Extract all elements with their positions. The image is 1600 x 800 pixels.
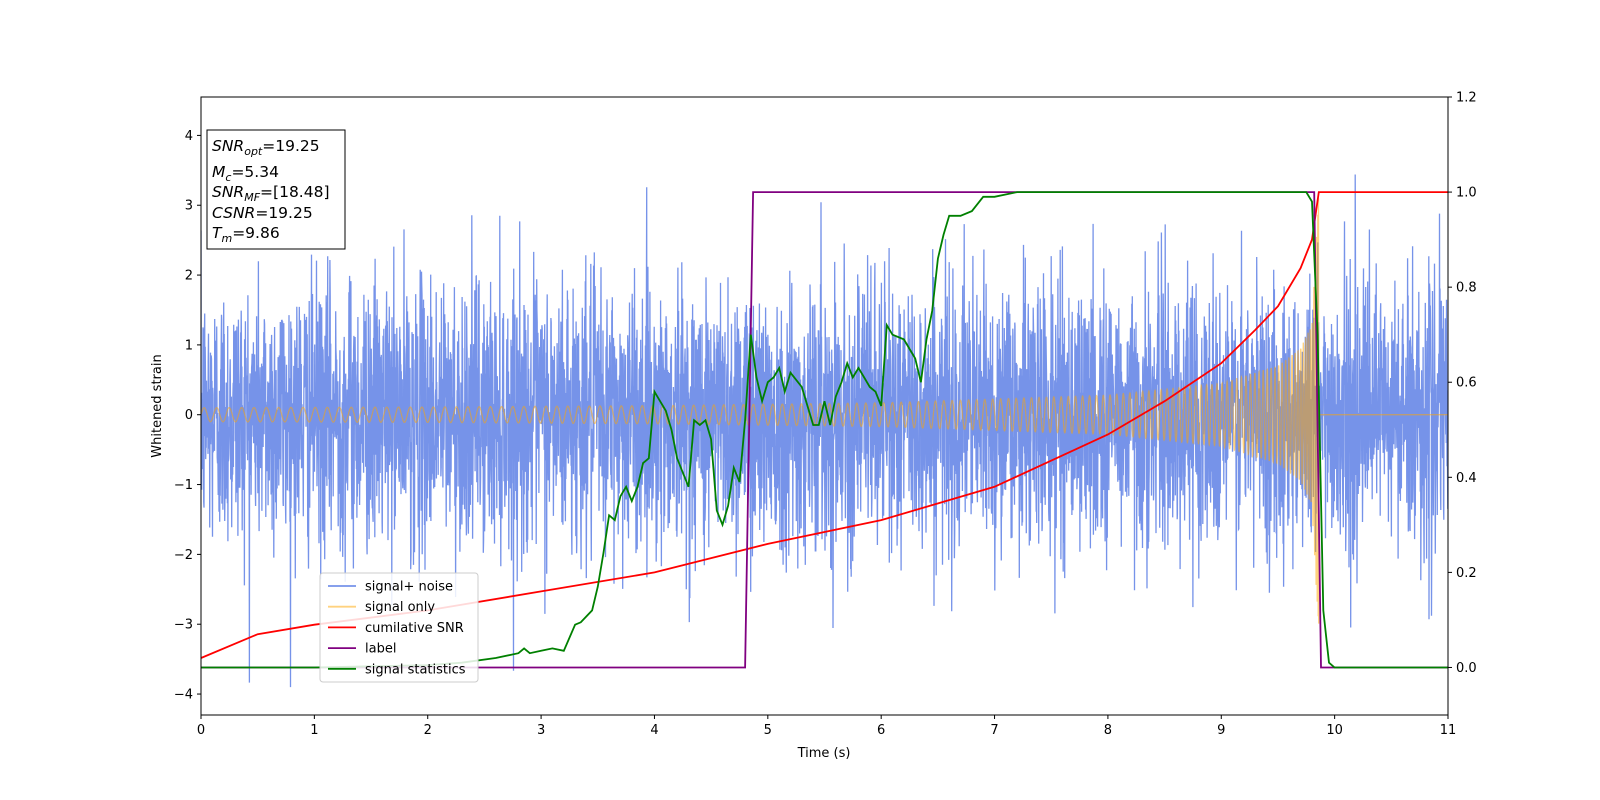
legend-label: signal only — [365, 600, 435, 615]
y-tick-label: 2 — [185, 269, 193, 284]
x-tick-label: 5 — [764, 723, 772, 738]
x-axis: 0 1 2 3 4 5 6 7 8 9 10 11 — [197, 715, 1456, 738]
x-tick-label: 1 — [310, 723, 318, 738]
snr-annotation-box: SNRopt=19.25 Mc=5.34SNRMF=[18.48]CSNR=19.… — [206, 129, 346, 250]
x-tick-label: 11 — [1440, 723, 1457, 738]
y-tick-label: 4 — [185, 129, 193, 144]
x-tick-label: 4 — [650, 723, 658, 738]
plot-frame — [200, 96, 1449, 716]
series-signal-noise-line — [201, 174, 1448, 688]
y-tick-label: −1 — [174, 478, 193, 493]
x-tick-label: 7 — [990, 723, 998, 738]
annotation-line: CSNR=19.25 — [212, 204, 313, 222]
y2-tick-label: 0.0 — [1456, 661, 1477, 676]
y-axis-right: 0.0 0.2 0.4 0.6 0.8 1.0 1.2 — [1448, 91, 1477, 676]
x-tick-label: 2 — [424, 723, 432, 738]
y2-tick-label: 1.0 — [1456, 186, 1477, 201]
x-tick-label: 9 — [1217, 723, 1225, 738]
series-signal-statistics-line — [201, 191, 1448, 669]
x-tick-label: 8 — [1104, 723, 1112, 738]
y2-tick-label: 0.6 — [1456, 376, 1477, 391]
annotation-frame — [206, 129, 346, 250]
y2-tick-label: 0.2 — [1456, 566, 1477, 581]
y-tick-label: 3 — [185, 199, 193, 214]
annotation-line: Mc=5.34 — [212, 163, 279, 184]
y2-tick-label: 0.8 — [1456, 281, 1477, 296]
y-tick-label: −3 — [174, 618, 193, 633]
x-tick-label: 6 — [877, 723, 885, 738]
y-tick-label: 1 — [185, 338, 193, 353]
y-tick-label: 0 — [185, 408, 193, 423]
series-signal-only-line — [201, 198, 1448, 624]
legend-label: signal statistics — [365, 662, 466, 677]
legend: signal+ noise signal only cumilative SNR la… — [319, 572, 479, 683]
x-tick-label: 3 — [537, 723, 545, 738]
x-tick-label: 0 — [197, 723, 205, 738]
x-axis-label: Time (s) — [797, 746, 851, 761]
legend-label: cumilative SNR — [365, 621, 464, 636]
y2-tick-label: 0.4 — [1456, 471, 1477, 486]
legend-label: signal+ noise — [365, 580, 453, 595]
y-tick-label: −2 — [174, 548, 193, 563]
x-tick-label: 10 — [1326, 723, 1343, 738]
annotation-line: SNRopt=19.25 — [212, 137, 320, 158]
annotation-line: Tm=9.86 — [212, 224, 280, 245]
y2-tick-label: 1.2 — [1456, 91, 1477, 106]
y-axis-left: −4 −3 −2 −1 0 1 2 3 4 — [174, 129, 201, 703]
annotation-line: SNRMF=[18.48] — [212, 183, 330, 204]
y-axis-label: Whitened strain — [150, 354, 165, 457]
legend-frame — [319, 572, 479, 683]
legend-label: label — [365, 642, 396, 657]
y-tick-label: −4 — [174, 688, 193, 703]
